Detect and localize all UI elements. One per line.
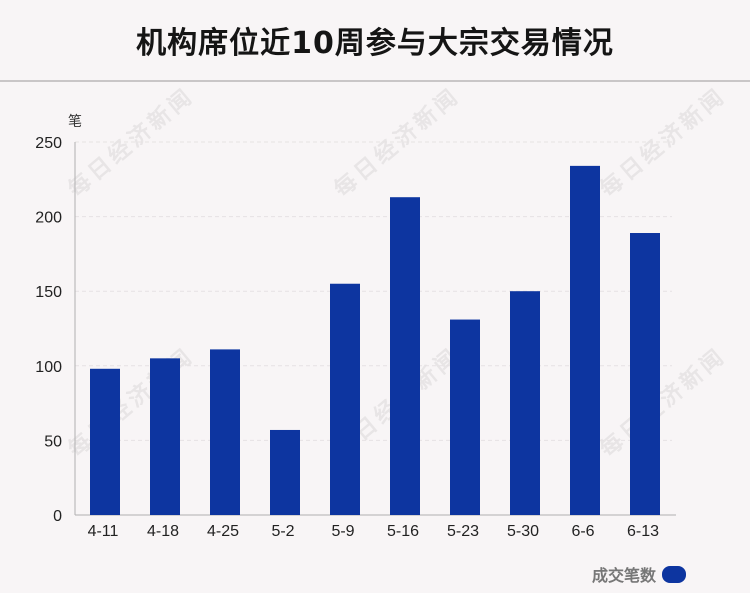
bar-5-30[interactable] xyxy=(510,291,540,515)
bar-5-2[interactable] xyxy=(270,429,300,515)
bar-5-9[interactable] xyxy=(330,283,360,515)
x-tick-label: 6-13 xyxy=(627,523,659,540)
bar-5-23[interactable] xyxy=(450,319,480,515)
x-tick-label: 6-6 xyxy=(571,523,594,540)
bar-4-18[interactable] xyxy=(150,358,180,515)
bar-5-16[interactable] xyxy=(390,197,420,516)
chart-title: 机构席位近10周参与大宗交易情况 xyxy=(136,26,614,61)
y-tick-label: 250 xyxy=(35,135,62,152)
bar-6-6[interactable] xyxy=(570,165,600,515)
bar-4-11[interactable] xyxy=(90,368,120,515)
x-tick-label: 4-18 xyxy=(147,523,179,540)
x-tick-label: 5-9 xyxy=(331,523,354,540)
legend-label: 成交笔数 xyxy=(592,566,657,585)
y-tick-label: 100 xyxy=(35,359,62,376)
bar-6-13[interactable] xyxy=(630,233,660,515)
y-tick-label: 0 xyxy=(53,508,62,525)
x-tick-label: 5-2 xyxy=(271,523,294,540)
x-tick-label: 5-16 xyxy=(387,523,419,540)
y-tick-label: 150 xyxy=(35,284,62,301)
legend-swatch xyxy=(662,565,687,583)
legend[interactable]: 成交笔数 xyxy=(592,562,687,586)
y-tick-label: 200 xyxy=(35,210,62,227)
x-tick-label: 5-30 xyxy=(507,523,539,540)
y-tick-label: 50 xyxy=(44,433,62,450)
y-unit-label: 笔 xyxy=(68,113,82,129)
title-bar: 机构席位近10周参与大宗交易情况 xyxy=(0,0,750,82)
x-tick-label: 4-11 xyxy=(88,523,119,540)
x-tick-label: 5-23 xyxy=(447,523,479,540)
bar-4-25[interactable] xyxy=(210,349,240,515)
x-tick-label: 4-25 xyxy=(207,523,239,540)
